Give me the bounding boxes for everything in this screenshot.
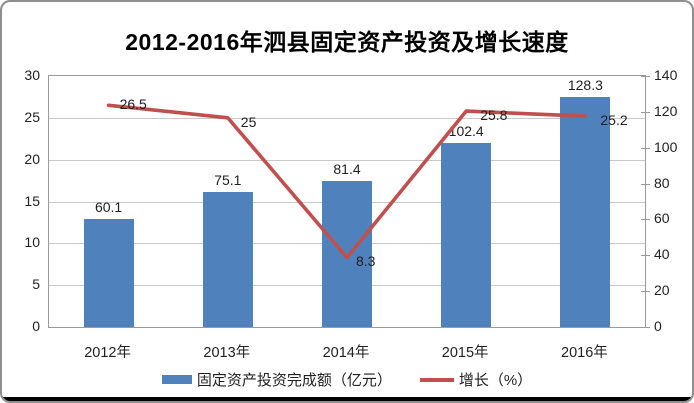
right-axis-tick-label: 60 — [654, 210, 670, 227]
line-value-label: 25.2 — [600, 112, 628, 129]
chart-title: 2012-2016年泗县固定资产投资及增长速度 — [125, 29, 569, 55]
right-axis-tick — [641, 219, 650, 221]
bottom-rule — [2, 397, 692, 401]
line-value-label: 26.5 — [119, 96, 147, 113]
left-axis-tick-label: 0 — [32, 318, 40, 334]
line-value-label: 8.3 — [356, 252, 376, 269]
x-axis-label-2016年: 2016年 — [561, 345, 608, 361]
left-axis-tick-label: 20 — [24, 150, 40, 167]
right-axis-tick — [641, 111, 650, 113]
bar-2016年 — [560, 97, 611, 327]
right-axis-tick-label: 140 — [654, 67, 678, 83]
x-axis: 2012年 2013年 2014年 2015年 2016年 — [48, 341, 644, 361]
right-axis-tick — [641, 183, 650, 185]
right-axis-tick — [641, 255, 650, 257]
gridline — [49, 117, 645, 119]
x-axis-label-2012年: 2012年 — [84, 345, 131, 361]
bar-value-label: 128.3 — [567, 77, 603, 93]
right-axis-tick-label: 100 — [654, 138, 678, 155]
line-value-label: 25 — [240, 113, 257, 130]
growth-line — [106, 103, 588, 260]
left-axis-tick-label: 5 — [32, 276, 40, 293]
plot-area: 60.1 75.1 81.4 102.4 128.3 26.5 25 8.3 25.8 25.2 — [48, 75, 650, 328]
bar-value-label: 81.4 — [333, 161, 361, 178]
right-axis-tick-label: 40 — [654, 246, 670, 263]
right-axis-tick — [641, 327, 650, 328]
right-axis: 0 20 40 60 80 100 120 140 — [654, 67, 692, 334]
right-axis-tick — [641, 76, 650, 77]
line-value-label: 25.8 — [480, 107, 508, 124]
left-axis-tick-label: 10 — [24, 234, 40, 251]
right-axis-tick-label: 80 — [654, 174, 670, 191]
legend-label-growth: 增长（%） — [458, 372, 533, 389]
right-axis-tick-label: 120 — [654, 102, 678, 119]
left-axis: 0 5 10 15 20 25 30 — [2, 67, 40, 334]
bar-2014年 — [322, 181, 372, 327]
right-axis-tick — [641, 147, 650, 149]
left-axis-tick-label: 15 — [24, 192, 40, 209]
legend: 固定资产投资完成额（亿元） 增长（%） — [2, 369, 692, 390]
x-axis-label-2015年: 2015年 — [441, 345, 489, 361]
bar-value-label: 60.1 — [94, 199, 123, 216]
bar-value-label: 75.1 — [214, 172, 242, 189]
right-axis-tick-label: 20 — [654, 282, 670, 299]
left-axis-tick-label: 30 — [24, 67, 40, 83]
bar-2012年 — [83, 219, 134, 327]
line-series-swatch-icon — [419, 377, 454, 382]
gridline — [49, 159, 645, 161]
legend-item-growth: 增长（%） — [419, 369, 533, 390]
right-axis-tick — [641, 291, 650, 293]
bar-series-swatch-icon — [161, 375, 192, 384]
legend-item-investment: 固定资产投资完成额（亿元） — [161, 369, 392, 390]
legend-label-investment: 固定资产投资完成额（亿元） — [196, 372, 392, 389]
bar-2013年 — [202, 192, 253, 327]
bar-2015年 — [441, 143, 492, 327]
x-axis-label-2013年: 2013年 — [203, 345, 251, 361]
left-axis-tick-label: 25 — [24, 108, 40, 125]
bar-value-label: 102.4 — [448, 123, 484, 140]
x-axis-label-2014年: 2014年 — [322, 345, 370, 361]
right-axis-tick-label: 0 — [654, 318, 662, 334]
